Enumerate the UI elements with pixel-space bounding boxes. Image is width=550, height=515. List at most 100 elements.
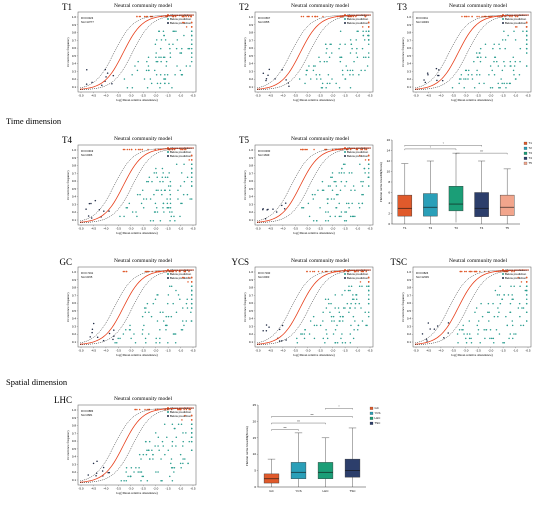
x-tick-label: -3.5: [116, 94, 122, 98]
data-point: [154, 432, 157, 434]
data-point: [324, 298, 327, 300]
data-point: [342, 163, 345, 165]
x-tick-label: -2.5: [476, 94, 482, 98]
data-point: [512, 56, 515, 59]
scatter-panel-T3: Neutral community model T3 R²=0.6311Nm=146…: [397, 2, 532, 102]
data-point: [155, 52, 157, 54]
x-axis-label: log( Mean relative abundance): [293, 353, 335, 357]
data-point: [139, 471, 141, 473]
data-point: [138, 466, 140, 469]
data-point: [111, 83, 113, 85]
data-point: [484, 43, 487, 45]
data-point: [267, 74, 269, 76]
x-tick-label: -4.5: [91, 94, 97, 98]
data-point: [304, 328, 307, 331]
data-point: [151, 449, 153, 452]
data-point: [355, 39, 357, 41]
data-point: [190, 289, 193, 292]
data-point: [461, 328, 463, 331]
data-point: [357, 324, 360, 327]
y-tick-label: 0.8: [249, 286, 254, 290]
y-tick-label: 0.7: [72, 171, 77, 175]
data-point: [367, 185, 370, 187]
data-point: [493, 60, 495, 63]
data-point: [180, 202, 182, 205]
data-point: [153, 193, 155, 196]
legend-marker: [167, 411, 169, 413]
data-point: [167, 315, 170, 318]
stat-r2: R²=0.7191: [81, 271, 94, 275]
data-point: [312, 270, 314, 273]
data-point: [469, 270, 472, 273]
data-point: [161, 193, 163, 196]
data-point: [173, 30, 175, 32]
legend-marker: [502, 18, 504, 20]
data-point: [475, 307, 478, 309]
legend-marker: [167, 273, 169, 275]
x-tick-label: -1.0: [355, 94, 361, 98]
data-point: [146, 302, 149, 305]
data-point: [313, 324, 316, 327]
data-point: [326, 82, 329, 85]
data-point: [461, 270, 463, 273]
scatter-panel-LHC: Neutral community model LHC R²=0.6883Nm=26…: [54, 395, 197, 495]
data-point: [136, 215, 138, 218]
data-point: [360, 148, 362, 151]
y-tick-label: 4: [388, 201, 390, 205]
y-tick-label: 0.3: [249, 69, 254, 73]
data-point: [134, 342, 137, 344]
data-point: [327, 185, 330, 187]
ci-upper-curve: [414, 269, 529, 344]
data-point: [146, 408, 148, 411]
legend-swatch: [369, 406, 374, 410]
data-point: [190, 427, 193, 430]
data-point: [155, 167, 157, 170]
data-point: [467, 78, 469, 80]
data-point: [161, 167, 164, 170]
legend-label: Below prediction: [170, 17, 192, 21]
data-point: [332, 315, 335, 318]
data-point: [367, 30, 370, 32]
data-point: [302, 15, 305, 18]
y-tick-label: 1.0: [72, 15, 77, 19]
x-tick-label: -2.5: [141, 227, 147, 231]
y-tick-label: 1.0: [249, 270, 254, 274]
data-point: [128, 328, 131, 331]
x-tick-label: -3.5: [451, 349, 457, 353]
data-point: [189, 198, 191, 200]
data-point: [147, 56, 150, 59]
y-tick-label: 0.4: [72, 455, 77, 459]
data-point: [501, 298, 503, 300]
data-point: [319, 60, 321, 63]
data-point: [190, 285, 193, 287]
data-point: [331, 189, 334, 192]
data-point: [366, 65, 369, 67]
data-point: [345, 211, 348, 213]
x-tick-label: -3.0: [128, 349, 134, 353]
y-tick-label: 0.6: [72, 46, 77, 50]
data-point: [471, 78, 474, 80]
data-point: [335, 185, 338, 187]
data-point: [189, 65, 191, 67]
data-point: [322, 337, 325, 340]
data-point: [345, 220, 348, 222]
x-tick-label: T3: [454, 226, 458, 230]
data-point: [362, 193, 364, 196]
data-point: [361, 320, 364, 322]
data-point: [164, 39, 167, 41]
data-point: [326, 60, 328, 63]
data-point: [171, 87, 173, 89]
data-point: [492, 337, 495, 340]
y-tick-label: 0.3: [249, 202, 254, 206]
data-point: [129, 324, 131, 327]
data-point: [145, 307, 147, 309]
panel-tag: T3: [397, 2, 407, 12]
data-point: [516, 15, 519, 18]
data-point: [156, 320, 159, 322]
data-point: [349, 87, 352, 89]
data-point: [361, 202, 364, 205]
y-tick-label: 0.4: [407, 317, 412, 321]
neutral-fit-curve: [256, 269, 372, 345]
data-point: [525, 30, 528, 32]
data-point: [151, 180, 153, 183]
